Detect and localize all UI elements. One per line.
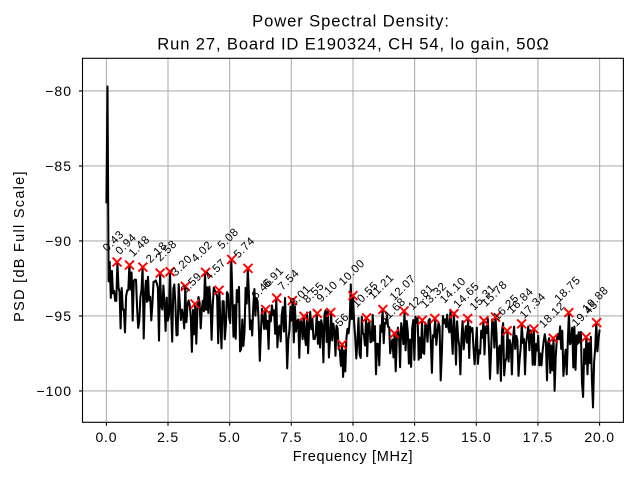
svg-text:−95: −95 <box>45 308 72 324</box>
svg-text:0.0: 0.0 <box>95 429 117 445</box>
svg-text:5.0: 5.0 <box>219 429 241 445</box>
svg-text:−100: −100 <box>36 383 72 399</box>
svg-text:7.5: 7.5 <box>280 429 302 445</box>
svg-text:15.0: 15.0 <box>461 429 491 445</box>
svg-text:−85: −85 <box>45 158 72 174</box>
svg-text:2.5: 2.5 <box>157 429 179 445</box>
svg-text:Frequency [MHz]: Frequency [MHz] <box>293 449 413 465</box>
svg-text:Run 27, Board ID E190324, CH 5: Run 27, Board ID E190324, CH 54, lo gain… <box>157 35 549 54</box>
svg-text:10.0: 10.0 <box>338 429 368 445</box>
svg-text:Power Spectral Density:: Power Spectral Density: <box>252 12 450 31</box>
svg-text:−80: −80 <box>45 83 72 99</box>
svg-text:20.0: 20.0 <box>584 429 614 445</box>
svg-text:12.5: 12.5 <box>399 429 429 445</box>
svg-text:−90: −90 <box>45 233 72 249</box>
svg-text:PSD [dB Full Scale]: PSD [dB Full Scale] <box>12 170 28 322</box>
svg-text:17.5: 17.5 <box>523 429 553 445</box>
